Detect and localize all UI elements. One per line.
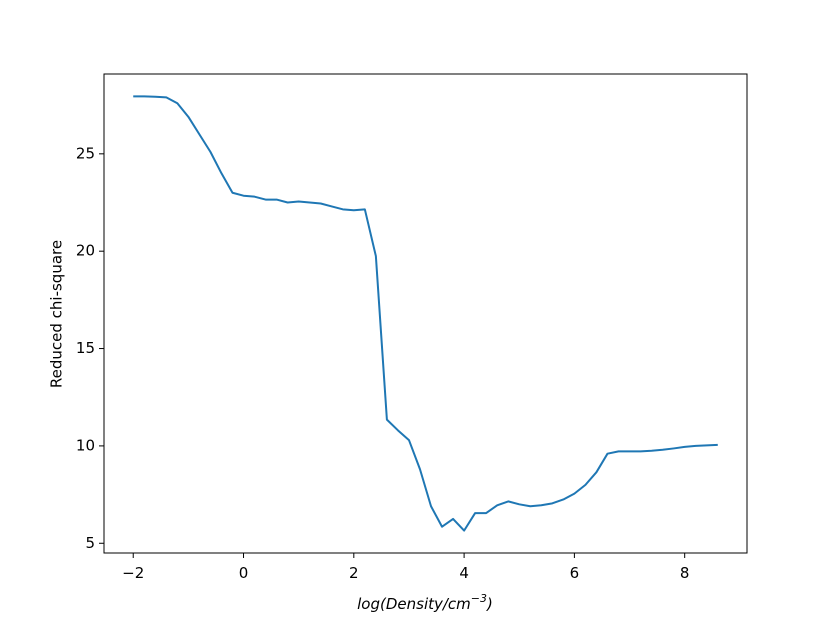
- y-tick-label: 15: [76, 339, 95, 357]
- x-tick-label: 8: [680, 564, 690, 582]
- y-tick-label: 20: [76, 242, 95, 260]
- x-tick-label: 2: [349, 564, 359, 582]
- x-tick-label: 4: [459, 564, 469, 582]
- x-label-superscript: −3: [471, 592, 487, 605]
- y-tick-label: 25: [76, 144, 95, 162]
- x-tick-label: −2: [122, 564, 144, 582]
- y-tick-label: 5: [85, 534, 95, 552]
- x-tick-label: 0: [239, 564, 249, 582]
- x-tick-label: 6: [570, 564, 580, 582]
- x-label-part: log(Density/cm: [357, 595, 471, 613]
- line-series: [133, 95, 718, 532]
- x-axis-label: log(Density/cm−3): [357, 592, 493, 613]
- y-tick-label: 10: [76, 436, 95, 454]
- plot-frame: [103, 73, 748, 554]
- x-label-part: ): [486, 595, 493, 613]
- y-axis-label: Reduced chi-square: [48, 240, 66, 388]
